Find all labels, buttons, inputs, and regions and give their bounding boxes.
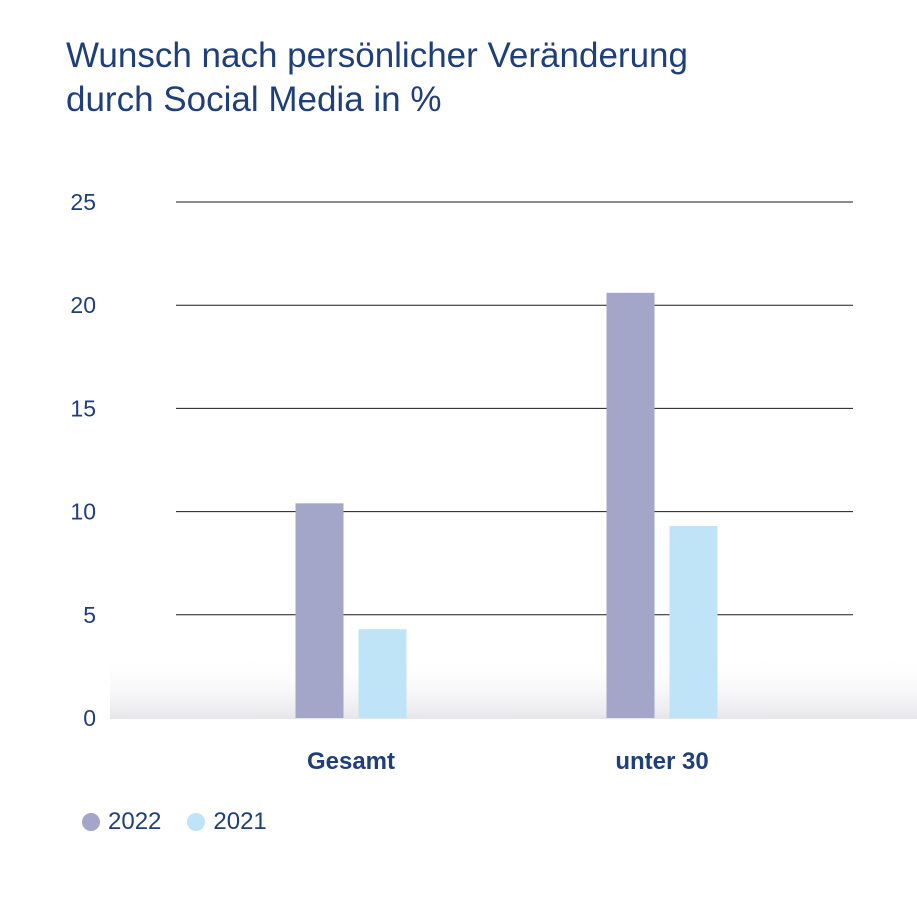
chart-title-line-2: durch Social Media in % bbox=[66, 80, 442, 119]
x-axis-labels: Gesamt unter 30 bbox=[307, 748, 709, 775]
bar-2021-1 bbox=[669, 526, 718, 718]
y-tick-label-15: 15 bbox=[70, 395, 96, 421]
chart-title-line-1: Wunsch nach persönlicher Veränderung bbox=[66, 36, 688, 75]
y-tick-label-0: 0 bbox=[83, 705, 96, 731]
bar-2021-0 bbox=[358, 629, 407, 718]
legend-label-2021: 2021 bbox=[213, 808, 267, 835]
y-tick-label-25: 25 bbox=[70, 189, 96, 215]
grid-lines bbox=[176, 201, 853, 616]
legend-item-2022: 2022 bbox=[82, 808, 161, 836]
bar-2022-0 bbox=[295, 503, 344, 718]
bar-2022-1 bbox=[606, 292, 655, 718]
y-axis-ticks: 0 5 10 15 20 25 bbox=[70, 189, 96, 731]
bars bbox=[295, 292, 718, 718]
legend-item-2021: 2021 bbox=[187, 808, 267, 836]
chart-title: Wunsch nach persönlicher Veränderung dur… bbox=[66, 34, 866, 122]
legend: 2022 2021 bbox=[82, 808, 293, 836]
legend-swatch-2022 bbox=[82, 813, 100, 831]
y-tick-label-5: 5 bbox=[83, 602, 96, 628]
y-tick-label-20: 20 bbox=[70, 292, 96, 318]
legend-label-2022: 2022 bbox=[108, 808, 162, 835]
x-tick-label-0: Gesamt bbox=[307, 748, 395, 775]
x-tick-label-1: unter 30 bbox=[615, 748, 708, 775]
y-tick-label-10: 10 bbox=[70, 499, 96, 525]
bar-chart: 0 5 10 15 20 25 Gesamt unter 30 bbox=[70, 189, 917, 775]
legend-swatch-2021 bbox=[187, 813, 206, 831]
floor-shadow bbox=[110, 655, 917, 719]
